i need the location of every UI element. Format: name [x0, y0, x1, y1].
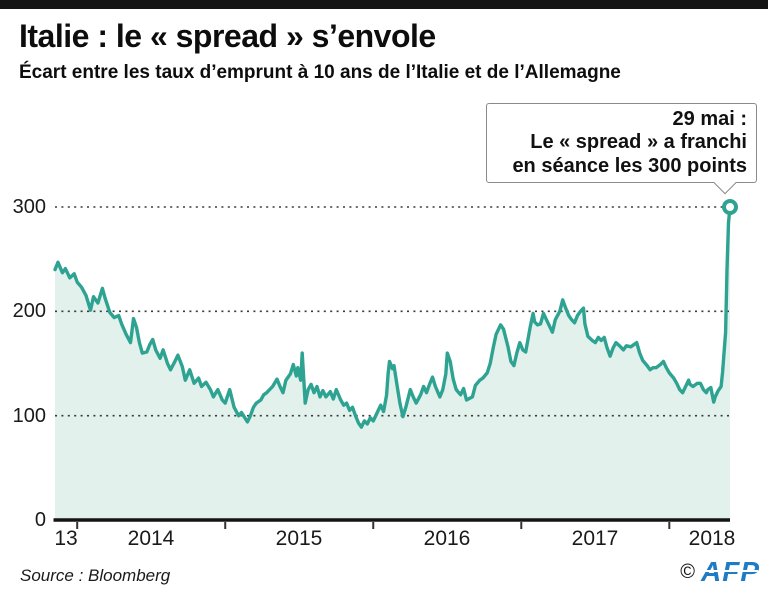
afp-logo: AFP [701, 556, 760, 587]
page-subtitle: Écart entre les taux d’emprunt à 10 ans … [19, 62, 621, 83]
annotation-line-3: en séance les 300 points [512, 154, 747, 177]
annotation-callout: 29 mai : Le « spread » a franchi en séan… [486, 103, 757, 183]
copyright-icon: © [680, 560, 695, 583]
top-bar [0, 0, 768, 9]
page-title: Italie : le « spread » s’envole [19, 18, 436, 54]
annotation-line-2: Le « spread » a franchi [530, 131, 747, 154]
area-fill [55, 207, 730, 520]
spread-line [53, 205, 732, 429]
endpoint-marker [722, 199, 738, 215]
annotation-line-1: 29 mai : [672, 107, 747, 130]
afp-credit: © AFP [680, 558, 760, 586]
source-note: Source : Bloomberg [20, 566, 171, 585]
